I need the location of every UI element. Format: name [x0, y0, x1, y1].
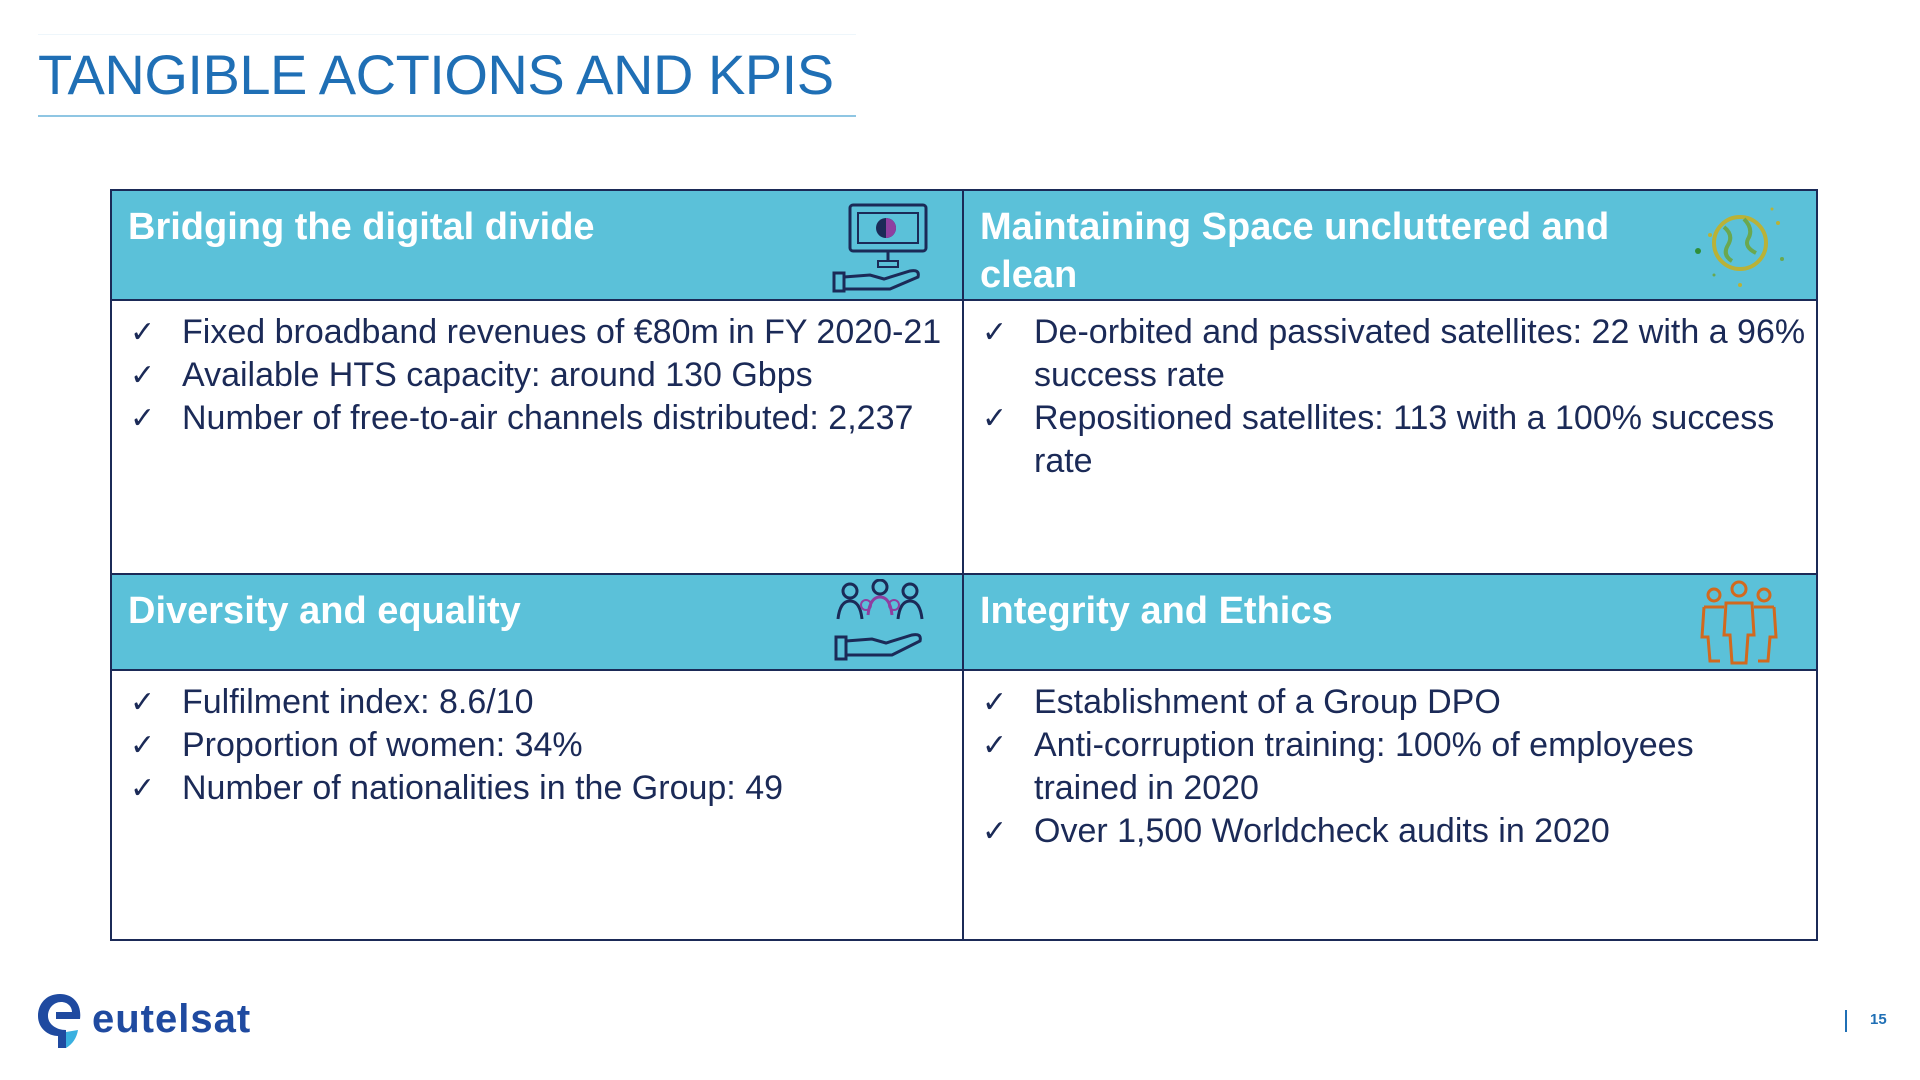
- kpi-list: ✓ Fixed broadband revenues of €80m in FY …: [126, 311, 952, 440]
- check-icon: ✓: [130, 728, 156, 763]
- kpi-item: ✓ Fulfilment index: 8.6/10: [126, 681, 952, 724]
- kpi-item: ✓ De-orbited and passivated satellites: 2…: [982, 313, 1806, 394]
- header-title: Integrity and Ethics: [980, 590, 1333, 632]
- kpi-item: ✓ Proportion of women: 34%: [126, 724, 952, 767]
- people-hand-icon: [834, 579, 924, 661]
- check-icon: ✓: [130, 685, 156, 720]
- eutelsat-logo: eutelsat: [36, 990, 296, 1050]
- header-digital-divide: Bridging the digital divide: [112, 191, 964, 301]
- check-icon: ✓: [130, 771, 156, 806]
- kpi-item: ✓ Anti-corruption training: 100% of emplo…: [982, 726, 1694, 807]
- check-icon: ✓: [130, 401, 156, 436]
- header-space-clean: Maintaining Space uncluttered and clean: [964, 191, 1816, 301]
- kpis-diversity: ✓ Fulfilment index: 8.6/10 ✓ Proportion of…: [112, 671, 964, 939]
- check-icon: ✓: [982, 685, 1008, 720]
- kpi-list: ✓ Establishment of a Group DPO ✓ Anti-corr…: [978, 681, 1806, 853]
- screen-hand-icon: [832, 203, 928, 293]
- kpi-item: ✓ Available HTS capacity: around 130 Gbps: [126, 354, 952, 397]
- title-bar: TANGIBLE ACTIONS AND KPIS: [38, 34, 856, 117]
- kpi-list: ✓ De-orbited and passivated satellites: 2…: [978, 311, 1806, 483]
- kpi-item: ✓ Establishment of a Group DPO: [978, 681, 1806, 724]
- slide-title: TANGIBLE ACTIONS AND KPIS: [38, 43, 834, 106]
- page-separator: [1845, 1010, 1847, 1032]
- check-icon: ✓: [130, 315, 156, 350]
- header-title: Maintaining Space uncluttered and clean: [980, 206, 1610, 296]
- kpi-item: ✓ Number of nationalities in the Group: 4…: [126, 767, 952, 810]
- check-icon: ✓: [130, 358, 156, 393]
- kpis-digital-divide: ✓ Fixed broadband revenues of €80m in FY …: [112, 301, 964, 575]
- kpi-item: ✓ Repositioned satellites: 113 with a 100…: [982, 399, 1775, 480]
- eutelsat-logo-icon: [38, 994, 81, 1048]
- header-integrity: Integrity and Ethics: [964, 575, 1816, 671]
- globe-icon: [1695, 207, 1784, 287]
- logo-wordmark: eutelsat: [92, 997, 252, 1041]
- kpi-table: Bridging the digital divide Maintaining …: [110, 189, 1818, 941]
- check-icon: ✓: [982, 814, 1008, 849]
- kpi-item: ✓ Over 1,500 Worldcheck audits in 2020: [978, 810, 1806, 853]
- kpis-space-clean: ✓ De-orbited and passivated satellites: 2…: [964, 301, 1816, 575]
- check-icon: ✓: [982, 728, 1008, 763]
- team-icon: [1700, 580, 1778, 665]
- header-title: Diversity and equality: [128, 590, 521, 632]
- page-number: 15: [1870, 1011, 1887, 1028]
- check-icon: ✓: [982, 315, 1008, 350]
- check-icon: ✓: [982, 401, 1008, 436]
- kpi-item: ✓ Fixed broadband revenues of €80m in FY …: [126, 311, 952, 354]
- kpis-integrity: ✓ Establishment of a Group DPO ✓ Anti-corr…: [964, 671, 1816, 939]
- kpi-list: ✓ Fulfilment index: 8.6/10 ✓ Proportion of…: [126, 681, 952, 810]
- header-diversity: Diversity and equality: [112, 575, 964, 671]
- kpi-item: ✓ Number of free-to-air channels distribu…: [126, 397, 952, 440]
- header-title: Bridging the digital divide: [128, 206, 595, 248]
